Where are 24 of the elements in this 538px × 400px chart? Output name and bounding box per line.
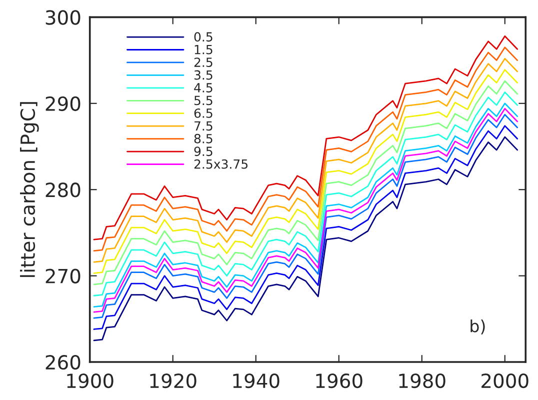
legend-label: 9.5: [194, 146, 212, 156]
y-tick-label: 260: [46, 354, 80, 370]
legend-label: 5.5: [194, 96, 212, 106]
legend-label: 8.5: [194, 134, 212, 144]
y-tick-label: 270: [46, 268, 80, 284]
y-tick-label: 290: [46, 96, 80, 112]
x-tick-label: 1920: [150, 373, 196, 388]
x-tick-label: 1980: [399, 373, 446, 388]
annotation: b): [470, 319, 485, 334]
legend-label: 0.5: [194, 32, 212, 42]
legend-label: 1.5: [194, 45, 212, 54]
y-axis-title: litter carbon [PgC]: [20, 102, 39, 277]
legend-label: 6.5: [194, 108, 212, 118]
x-tick-label: 1900: [67, 373, 114, 388]
x-tick-label: 2000: [482, 373, 528, 388]
legend-label: 2.5x3.75: [194, 159, 248, 169]
legend-label: 2.5: [194, 58, 212, 68]
x-tick-label: 1940: [233, 373, 280, 388]
y-tick-label: 280: [46, 182, 80, 198]
y-tick-label: 300: [46, 10, 80, 25]
x-tick-label: 1960: [316, 373, 362, 388]
legend-label: 4.5: [194, 83, 212, 92]
legend-label: 7.5: [194, 121, 212, 131]
legend-label: 3.5: [194, 70, 212, 80]
